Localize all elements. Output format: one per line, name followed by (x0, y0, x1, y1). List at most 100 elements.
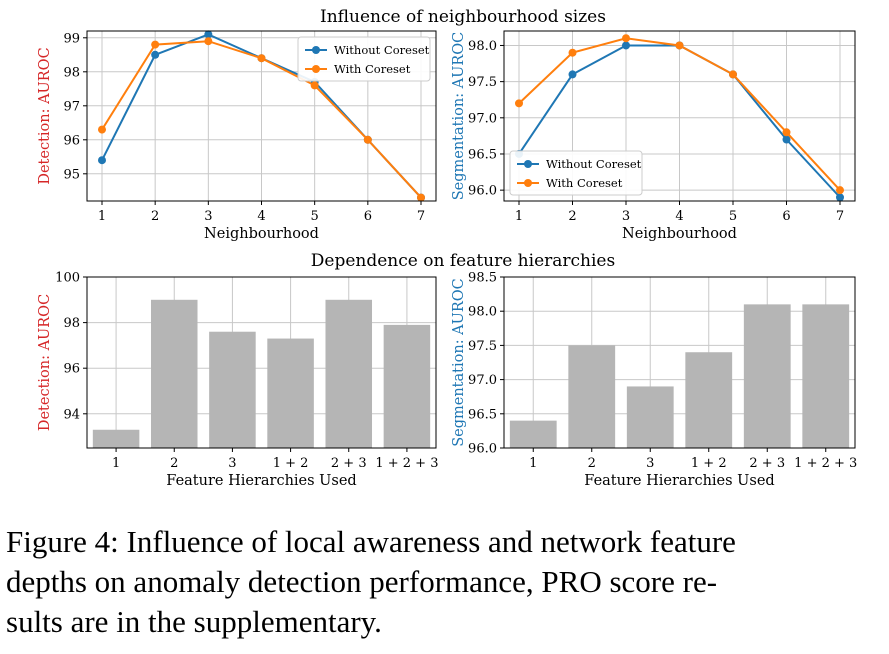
legend: Without Coreset With Coreset (297, 36, 431, 82)
y-axis-title: Segmentation: AUROC (451, 278, 467, 447)
y-tick-label: 96 (63, 133, 80, 148)
data-point (204, 37, 213, 46)
x-tick-label: 1 + 2 (691, 456, 727, 471)
legend-marker (312, 65, 320, 73)
legend-marker (524, 179, 532, 187)
data-point (363, 135, 372, 144)
x-tick-label: 5 (729, 209, 737, 224)
x-tick-label: 2 (568, 209, 576, 224)
x-tick-label: 6 (364, 209, 372, 224)
x-tick-label: 2 + 3 (749, 456, 785, 471)
legend: Without Coreset With Coreset (509, 150, 643, 196)
x-axis-title: Neighbourhood (622, 226, 737, 242)
y-tick-label: 94 (63, 407, 80, 422)
y-tick-label: 98 (63, 316, 80, 331)
data-point (836, 193, 844, 202)
data-point (151, 50, 160, 59)
bar (150, 299, 198, 448)
x-tick-label: 2 + 3 (331, 456, 367, 471)
bar (685, 352, 733, 448)
legend-label: Without Coreset (334, 43, 430, 57)
y-tick-label: 99 (63, 31, 80, 46)
x-tick-label: 3 (646, 456, 654, 471)
y-axis-title-prefix: Segmentation: (451, 335, 467, 447)
data-point (417, 193, 425, 202)
bar (267, 338, 314, 448)
bar (509, 420, 557, 448)
data-point (257, 54, 266, 63)
data-point (98, 125, 106, 134)
x-tick-label: 3 (228, 456, 236, 471)
y-axis-title: Segmentation: AUROC (451, 32, 467, 201)
y-tick-label: 98 (63, 65, 80, 80)
bar (568, 345, 616, 448)
x-tick-label: 7 (836, 209, 844, 224)
y-axis-title: Detection: AUROC (37, 294, 53, 431)
plot-frame (86, 276, 437, 449)
y-tick-label: 97.0 (468, 373, 497, 388)
x-tick-label: 3 (622, 209, 630, 224)
x-axis-title: Feature Hierarchies Used (166, 473, 356, 489)
y-axis-title-prefix: Segmentation: (451, 88, 467, 200)
x-tick-label: 7 (417, 209, 425, 224)
x-tick-label: 1 + 2 (273, 456, 309, 471)
legend-label: Without Coreset (546, 157, 642, 171)
x-tick-label: 5 (311, 209, 319, 224)
data-point (622, 41, 630, 50)
data-point (675, 41, 684, 50)
data-point (729, 70, 737, 79)
y-tick-label: 97 (63, 99, 80, 114)
legend-label: With Coreset (546, 176, 623, 190)
y-tick-label: 96.0 (468, 442, 497, 457)
bar (626, 386, 674, 448)
data-point (622, 34, 630, 43)
bar (325, 299, 373, 448)
y-axis-title-prefix: Detection: (37, 104, 53, 185)
y-tick-label: 97.5 (468, 75, 497, 90)
plot-frame (503, 276, 856, 449)
x-tick-label: 4 (675, 209, 683, 224)
y-tick-label: 98.0 (468, 39, 497, 54)
x-tick-label: 1 + 2 + 3 (794, 456, 857, 471)
y-tick-label: 98.0 (468, 305, 497, 320)
data-point (568, 70, 577, 79)
y-tick-label: 96 (63, 362, 80, 377)
chart-detection-hierarchies: 94 96 98 100 1 2 3 1 + 2 2 + 3 1 + 2 + 3 Feature H… (37, 271, 438, 490)
data-point (98, 156, 106, 165)
y-tick-label: 95 (63, 167, 80, 182)
legend-marker (312, 46, 320, 54)
y-axis-title-metric: AUROC (37, 47, 53, 105)
legend-marker (524, 160, 532, 168)
legend-label: With Coreset (334, 62, 411, 76)
x-tick-label: 2 (588, 456, 596, 471)
x-tick-label: 4 (257, 209, 265, 224)
y-axis-title-metric: AUROC (451, 32, 467, 90)
x-tick-label: 1 (515, 209, 523, 224)
y-axis-title-metric: AUROC (37, 294, 53, 352)
x-tick-label: 1 + 2 + 3 (375, 456, 438, 471)
bar (383, 324, 431, 448)
chart-segmentation-hierarchies: 96.0 96.5 97.0 97.5 98.0 98.5 1 2 3 1 + 2 2 + 3 1 +… (451, 271, 857, 490)
y-tick-label: 97.5 (468, 339, 497, 354)
y-axis-title-metric: AUROC (451, 278, 467, 336)
y-axis-title-prefix: Detection: (37, 350, 53, 431)
legend-box (297, 36, 431, 82)
data-point (782, 135, 791, 144)
bar (209, 331, 256, 448)
row-title-hierarchies: Dependence on feature hierarchies (311, 251, 615, 271)
y-tick-label: 97.0 (468, 111, 497, 126)
x-tick-label: 1 (112, 456, 120, 471)
legend-box (509, 150, 643, 196)
chart-segmentation-neighbourhood: 96.0 96.5 97.0 97.5 98.0 1 2 3 4 5 6 7 Neighbourhood… (451, 30, 856, 242)
caption-line: depths on anomaly detection performance,… (6, 564, 718, 599)
caption-line: sults are in the supplementary. (6, 604, 382, 639)
y-tick-label: 98.5 (468, 271, 497, 286)
caption-line: Figure 4: Influence of local awareness a… (6, 524, 736, 559)
bar (802, 304, 850, 448)
y-tick-label: 96.5 (468, 407, 497, 422)
bar (743, 304, 791, 448)
data-point (310, 81, 319, 90)
x-tick-label: 2 (151, 209, 159, 224)
x-tick-label: 3 (204, 209, 212, 224)
x-axis-title: Feature Hierarchies Used (584, 473, 774, 489)
